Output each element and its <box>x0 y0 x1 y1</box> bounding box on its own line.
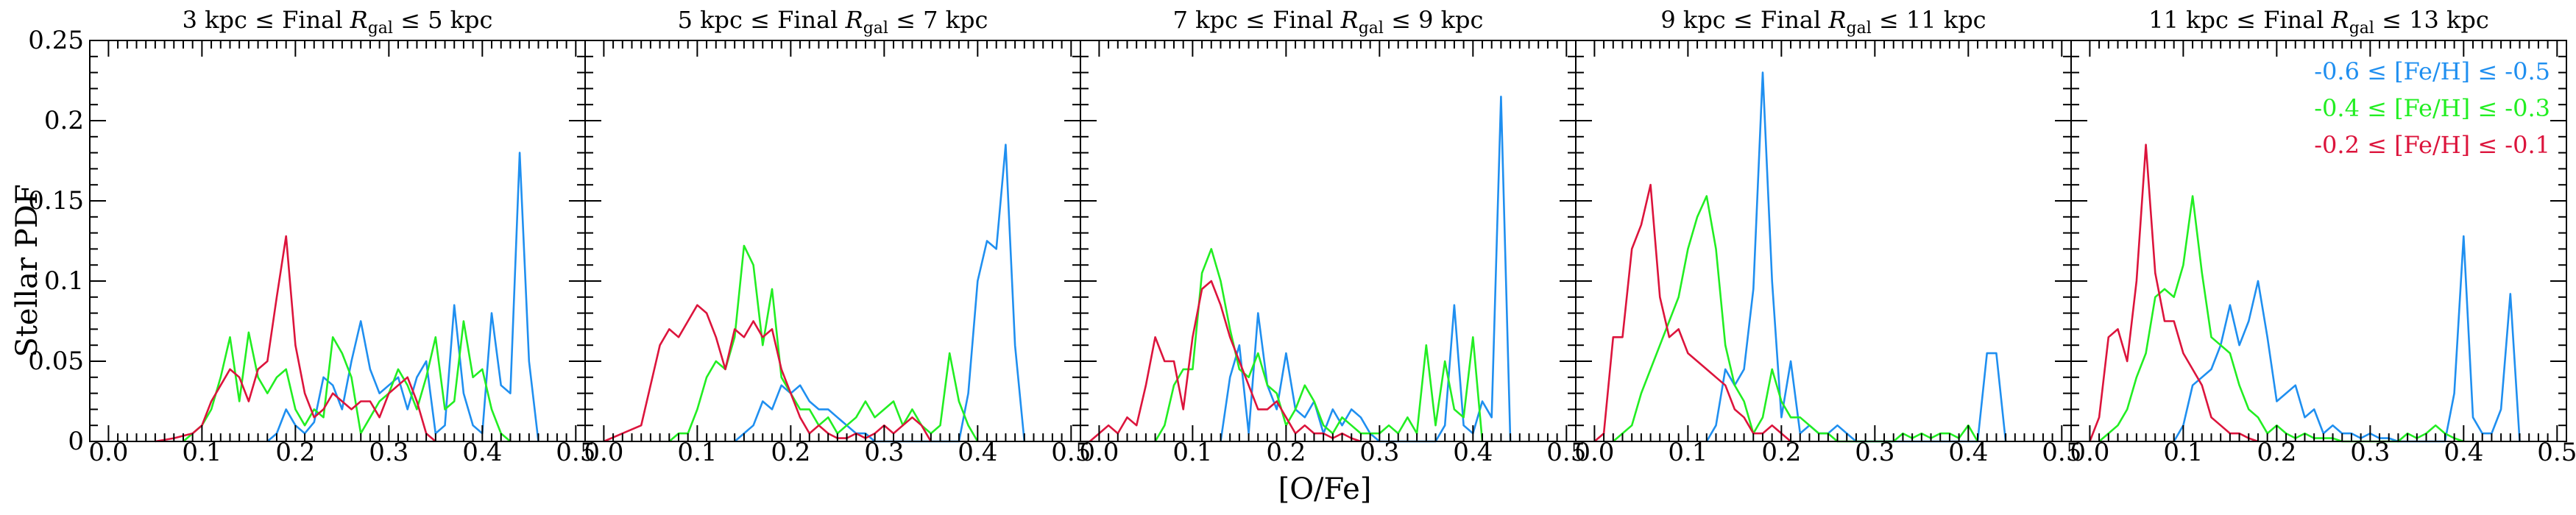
x-tick-label: 0.2 <box>771 438 810 467</box>
x-tick-label: 0.4 <box>958 438 997 467</box>
series-line-3 <box>603 304 932 443</box>
y-tick-label: 0.15 <box>28 186 84 216</box>
x-tick-label: 0.4 <box>2444 438 2483 467</box>
y-tick-label: 0.25 <box>28 26 84 55</box>
legend: -0.6 ≤ [Fe/H] ≤ -0.5 -0.4 ≤ [Fe/H] ≤ -0.3… <box>2314 57 2550 159</box>
series-line-2 <box>2098 195 2464 443</box>
x-tick-label: 0.3 <box>864 438 904 467</box>
plot-frame <box>584 40 1081 442</box>
series-line-1 <box>266 152 539 442</box>
x-tick-label: 0.0 <box>88 438 128 467</box>
x-tick-label: 0.1 <box>677 438 717 467</box>
x-tick-label: 0.2 <box>275 438 315 467</box>
x-tick-label: 0.0 <box>1574 438 1614 467</box>
series-line-1 <box>2173 235 2521 443</box>
x-tick-label: 0.3 <box>1855 438 1894 467</box>
x-tick-label: 0.5 <box>1051 438 1091 467</box>
panel-2: 0.0 0.1 0.2 0.3 0.4 0.5 5 kpc ≤ Final Rgal ≤ 7… <box>569 6 1091 467</box>
x-axis-label: [O/Fe] <box>1278 472 1372 506</box>
x-tick-label: 0.0 <box>584 438 623 467</box>
series-line-3 <box>155 235 436 443</box>
x-tick-label: 0.3 <box>369 438 408 467</box>
series-line-1 <box>1220 96 1512 443</box>
x-tick-label: 0.4 <box>1453 438 1493 467</box>
panel-title: 9 kpc ≤ Final Rgal ≤ 11 kpc <box>1660 6 1986 38</box>
x-tick-label: 0.5 <box>2537 438 2576 467</box>
panel-title: 3 kpc ≤ Final Rgal ≤ 5 kpc <box>183 6 493 38</box>
series-line-2 <box>183 320 512 442</box>
x-tick-label: 0.5 <box>1546 438 1586 467</box>
legend-entry: -0.6 ≤ [Fe/H] ≤ -0.5 <box>2314 57 2550 85</box>
series-line-3 <box>2089 143 2259 443</box>
x-tick-label: 0.1 <box>2163 438 2203 467</box>
x-tick-label: 0.5 <box>2042 438 2081 467</box>
series-line-2 <box>1154 248 1484 442</box>
panel-title: 7 kpc ≤ Final Rgal ≤ 9 kpc <box>1173 6 1484 38</box>
series-line-3 <box>1593 183 1791 442</box>
panel-title: 11 kpc ≤ Final Rgal ≤ 13 kpc <box>2148 6 2489 38</box>
y-tick-label: 0.1 <box>44 266 84 296</box>
series-line-3 <box>1089 280 1362 443</box>
y-tick-label: 0.2 <box>44 106 84 135</box>
series-line-2 <box>668 244 979 442</box>
x-tick-label: 0.2 <box>2257 438 2296 467</box>
x-tick-label: 0.1 <box>182 438 222 467</box>
x-tick-label: 0.1 <box>1172 438 1212 467</box>
x-tick-label: 0.1 <box>1668 438 1708 467</box>
legend-entry: -0.2 ≤ [Fe/H] ≤ -0.1 <box>2314 131 2550 159</box>
y-axis-label: Stellar PDF <box>10 184 44 357</box>
series-line-1 <box>734 143 1026 443</box>
x-tick-label: 0.5 <box>556 438 595 467</box>
x-tick-label: 0.3 <box>1359 438 1399 467</box>
panel-1: 0.0 0.1 0.2 0.3 0.4 0.5 0 0.05 0.1 0.15 0.2 0.25 3 k… <box>28 6 595 467</box>
x-tick-label: 0.2 <box>1761 438 1801 467</box>
panel-3: 0.0 0.1 0.2 0.3 0.4 0.5 7 kpc ≤ Final Rgal ≤ 9… <box>1064 6 1586 467</box>
x-tick-label: 0.4 <box>1948 438 1988 467</box>
panels-group: 0.0 0.1 0.2 0.3 0.4 0.5 0 0.05 0.1 0.15 0.2 0.25 3 k… <box>28 6 2576 467</box>
panel-title: 5 kpc ≤ Final Rgal ≤ 7 kpc <box>678 6 988 38</box>
panel-4: 0.0 0.1 0.2 0.3 0.4 0.5 9 kpc ≤ Final Rgal ≤ 1… <box>1560 6 2081 467</box>
series-line-1 <box>1705 71 2007 443</box>
plot-frame <box>2070 40 2567 442</box>
x-tick-label: 0.4 <box>462 438 502 467</box>
y-tick-label: 0.05 <box>28 347 84 376</box>
legend-entry: -0.4 ≤ [Fe/H] ≤ -0.3 <box>2314 94 2550 122</box>
panel-5: 0.0 0.1 0.2 0.3 0.4 0.5 11 kpc ≤ Final Rgal ≤ … <box>2055 6 2576 467</box>
series-line-2 <box>1612 195 1979 443</box>
plot-frame <box>1575 40 2072 442</box>
x-tick-label: 0.3 <box>2350 438 2390 467</box>
x-tick-label: 0.0 <box>1079 438 1119 467</box>
x-tick-label: 0.0 <box>2070 438 2109 467</box>
x-tick-label: 0.2 <box>1266 438 1306 467</box>
y-tick-label: 0 <box>68 427 84 456</box>
